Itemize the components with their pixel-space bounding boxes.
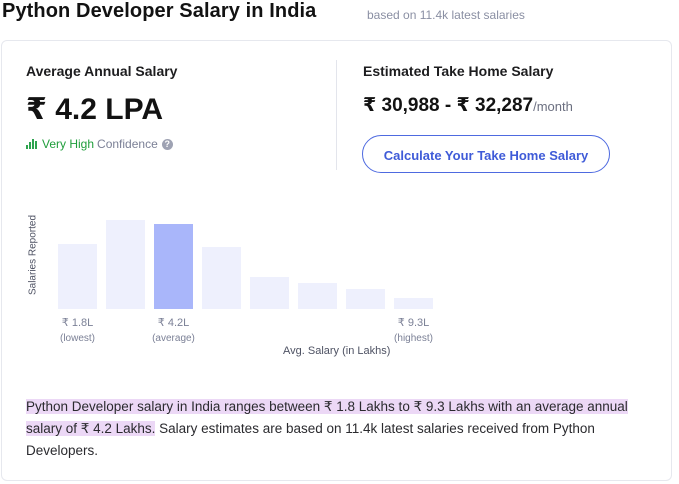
histogram-bar — [106, 220, 145, 309]
tick-note: (highest) — [394, 333, 433, 344]
signal-bars-icon — [26, 139, 38, 149]
avg-salary-value: ₹ 4.2 LPA — [26, 93, 164, 126]
confidence-label: Confidence — [97, 137, 158, 151]
chart-x-axis-label: Avg. Salary (in Lakhs) — [283, 345, 391, 357]
histogram-bar — [394, 298, 433, 309]
takehome-range: ₹ 30,988 - ₹ 32,287 — [363, 95, 534, 116]
histogram-tick-label: ₹ 9.3L (highest) — [384, 316, 444, 346]
vertical-divider — [336, 60, 337, 170]
avg-salary-label: Average Annual Salary — [26, 63, 178, 79]
tick-note: (lowest) — [59, 333, 95, 344]
calculate-takehome-button[interactable]: Calculate Your Take Home Salary — [362, 135, 610, 173]
takehome-value: ₹ 30,988 - ₹ 32,287/month — [363, 94, 573, 117]
histogram-tick-label: ₹ 1.8L (lowest) — [48, 316, 108, 346]
chart-y-axis-label: Salaries Reported — [27, 214, 39, 296]
tick-note: (average) — [152, 333, 195, 344]
description-rest: Salary estimates are based on 11.4k late… — [26, 421, 595, 458]
histogram-bar — [202, 247, 241, 309]
takehome-label: Estimated Take Home Salary — [363, 63, 554, 79]
tick-value: ₹ 4.2L — [157, 317, 190, 329]
histogram-bar — [346, 289, 385, 309]
tick-value: ₹ 1.8L — [61, 317, 94, 329]
page-title: Python Developer Salary in India — [2, 0, 317, 22]
histogram-bar — [250, 277, 289, 309]
histogram-bar — [298, 283, 337, 309]
takehome-unit: /month — [533, 99, 573, 114]
confidence-indicator: Very High Confidence ? — [26, 137, 173, 151]
tick-value: ₹ 9.3L — [397, 317, 430, 329]
confidence-level: Very High — [42, 137, 95, 151]
histogram-tick-label: ₹ 4.2L (average) — [144, 316, 204, 346]
histogram-bar — [154, 224, 193, 309]
histogram-bar — [58, 244, 97, 309]
salary-description: Python Developer salary in India ranges … — [26, 396, 646, 462]
page-subtitle: based on 11.4k latest salaries — [367, 8, 525, 22]
question-circle-icon[interactable]: ? — [161, 138, 173, 150]
